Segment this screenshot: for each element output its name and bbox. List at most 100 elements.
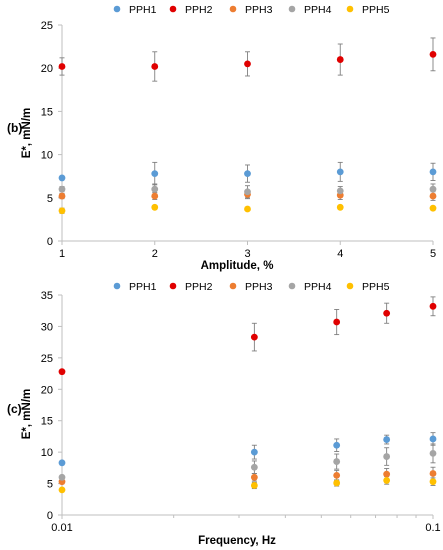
legend-label: PPH4 <box>304 4 332 16</box>
data-point <box>250 482 258 489</box>
data-point <box>58 192 66 200</box>
data-point <box>383 309 391 317</box>
legend-label: PPH5 <box>362 4 390 16</box>
legend-marker <box>113 282 121 290</box>
data-point <box>58 473 66 481</box>
y-tick-label: 15 <box>41 106 53 118</box>
y-tick-label: 25 <box>41 20 53 32</box>
data-point <box>429 50 437 58</box>
data-point <box>151 170 159 178</box>
data-point <box>58 174 66 182</box>
x-tick-label: 4 <box>337 248 343 260</box>
legend-label: PPH3 <box>245 4 273 16</box>
x-tick-label: 3 <box>244 248 250 260</box>
y-tick-label: 20 <box>41 63 53 75</box>
legend-label: PPH2 <box>185 281 213 293</box>
y-tick-label: 30 <box>41 321 53 333</box>
legend-label: PPH1 <box>129 281 157 293</box>
data-point <box>336 56 344 63</box>
data-point <box>151 63 159 70</box>
data-point <box>429 478 437 486</box>
data-point <box>58 63 66 70</box>
y-axis-label: E*, mN/m <box>21 389 33 440</box>
legend-marker <box>229 5 237 13</box>
legend-marker <box>169 282 177 290</box>
data-point <box>333 318 341 326</box>
chart-panel-amplitude: PPH1 PPH2 PPH3 PPH4 PPH5 (b) E*, mN/m Amplit… <box>7 4 437 272</box>
data-point <box>151 203 159 211</box>
y-tick-label: 20 <box>41 384 53 396</box>
x-tick-label: 1 <box>59 248 65 260</box>
data-point <box>429 450 437 457</box>
legend: PPH1 PPH2 PPH3 PPH4 PPH5 <box>113 281 390 293</box>
data-point <box>429 302 437 310</box>
data-point <box>333 441 341 449</box>
legend-label: PPH4 <box>304 281 332 293</box>
data-point <box>244 170 251 178</box>
legend-marker <box>346 282 354 290</box>
y-tick-label: 35 <box>41 290 53 302</box>
legend-marker <box>346 5 354 13</box>
chart-panel-frequency: PPH1 PPH2 PPH3 PPH4 PPH5 (c) E*, mN/m Freque… <box>7 281 441 547</box>
legend-marker <box>169 5 177 13</box>
y-tick-label: 0 <box>47 236 53 248</box>
y-tick-label: 5 <box>47 193 53 205</box>
y-tick-label: 15 <box>41 416 53 428</box>
data-point <box>333 479 341 487</box>
data-point <box>336 187 344 195</box>
y-tick-label: 10 <box>41 150 53 162</box>
x-tick-label: 0.01 <box>51 522 72 534</box>
panel-label: (c) <box>7 402 22 416</box>
data-point <box>58 486 66 494</box>
data-point <box>250 333 258 341</box>
legend-marker <box>288 282 296 290</box>
panel-label: (b) <box>7 121 22 135</box>
data-point <box>333 458 341 465</box>
data-point <box>244 60 251 68</box>
legend-marker <box>288 5 296 13</box>
data-point <box>58 207 66 215</box>
data-point <box>333 472 341 479</box>
data-marks <box>58 296 437 494</box>
data-point <box>429 192 437 200</box>
y-tick-label: 25 <box>41 353 53 365</box>
legend-label: PPH5 <box>362 281 390 293</box>
data-point <box>429 168 437 176</box>
data-point <box>151 192 159 200</box>
data-point <box>429 204 437 212</box>
y-tick-label: 5 <box>47 479 53 491</box>
data-point <box>383 453 391 460</box>
legend-label: PPH1 <box>129 4 157 16</box>
data-point <box>244 188 251 196</box>
data-point <box>429 185 437 193</box>
x-tick-label: 2 <box>152 248 158 260</box>
data-point <box>336 168 344 176</box>
x-tick-label: 5 <box>430 248 436 260</box>
legend-label: PPH2 <box>185 4 213 16</box>
data-point <box>429 435 437 443</box>
data-point <box>383 470 391 478</box>
data-marks <box>58 37 437 215</box>
data-point <box>58 185 66 193</box>
x-axis-label: Frequency, Hz <box>198 535 276 547</box>
legend-marker <box>229 282 237 290</box>
y-tick-label: 10 <box>41 447 53 459</box>
data-point <box>250 463 258 471</box>
x-tick-label: 0.1 <box>425 522 440 534</box>
data-point <box>58 368 66 376</box>
axes: 0 5 10 15 20 25 1 2 3 4 5 <box>41 20 436 260</box>
legend: PPH1 PPH2 PPH3 PPH4 PPH5 <box>113 4 390 16</box>
legend-marker <box>113 5 121 13</box>
data-point <box>336 203 344 211</box>
x-axis-label: Amplitude, % <box>201 260 274 272</box>
axes: 0 5 10 15 20 25 30 35 0.01 0.1 <box>41 290 441 534</box>
data-point <box>250 448 258 456</box>
y-tick-label: 0 <box>47 510 53 522</box>
data-point <box>250 473 258 481</box>
legend-label: PPH3 <box>245 281 273 293</box>
data-point <box>383 436 391 443</box>
data-point <box>244 205 251 213</box>
data-point <box>429 470 437 477</box>
y-axis-label: E*, mN/m <box>21 108 33 159</box>
